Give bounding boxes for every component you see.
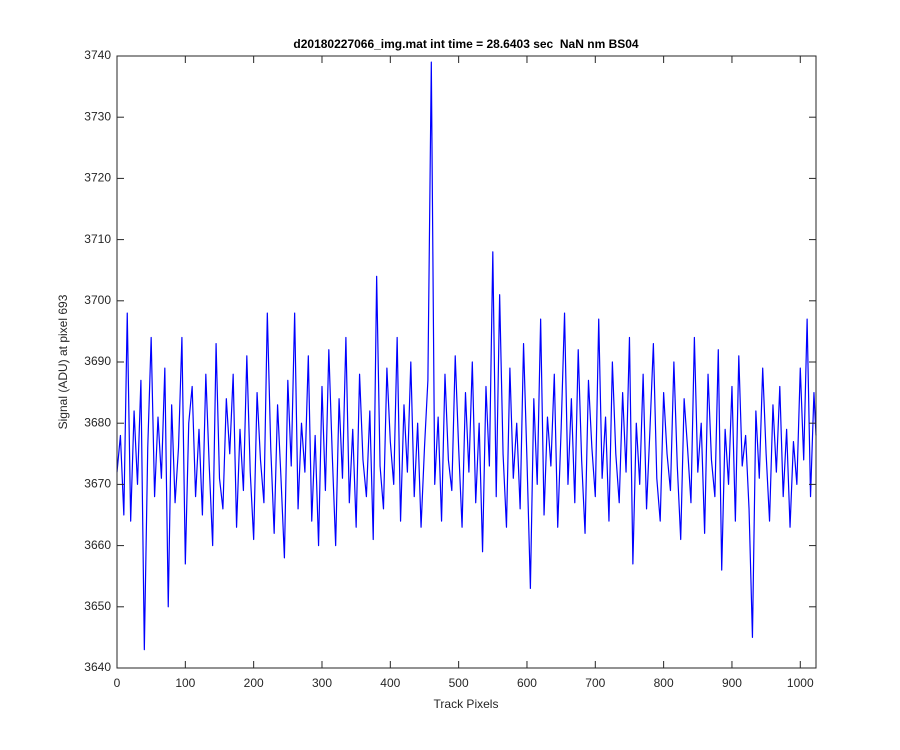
chart-title: d20180227066_img.mat int time = 28.6403 …: [293, 37, 639, 51]
y-tick-label: 3640: [84, 660, 111, 674]
x-tick-label: 800: [654, 676, 674, 690]
x-tick-label: 1000: [787, 676, 814, 690]
x-tick-label: 0: [114, 676, 121, 690]
x-tick-label: 400: [380, 676, 400, 690]
x-tick-label: 200: [244, 676, 264, 690]
y-tick-label: 3680: [84, 415, 111, 429]
x-tick-label: 700: [585, 676, 605, 690]
x-axis-label: Track Pixels: [434, 697, 499, 711]
y-tick-label: 3660: [84, 538, 111, 552]
plot-area: [117, 56, 816, 668]
y-tick-label: 3740: [84, 48, 111, 62]
data-line: [116, 61, 817, 651]
y-tick-label: 3730: [84, 109, 111, 123]
y-tick-label: 3650: [84, 599, 111, 613]
y-tick-label: 3720: [84, 171, 111, 185]
x-tick-label: 600: [517, 676, 537, 690]
y-tick-label: 3670: [84, 477, 111, 491]
x-tick-label: 300: [312, 676, 332, 690]
x-tick-label: 100: [175, 676, 195, 690]
x-tick-label: 900: [722, 676, 742, 690]
y-tick-label: 3710: [84, 232, 111, 246]
y-axis-label: Signal (ADU) at pixel 693: [56, 294, 70, 429]
y-tick-label: 3700: [84, 293, 111, 307]
y-tick-label: 3690: [84, 354, 111, 368]
x-tick-label: 500: [449, 676, 469, 690]
